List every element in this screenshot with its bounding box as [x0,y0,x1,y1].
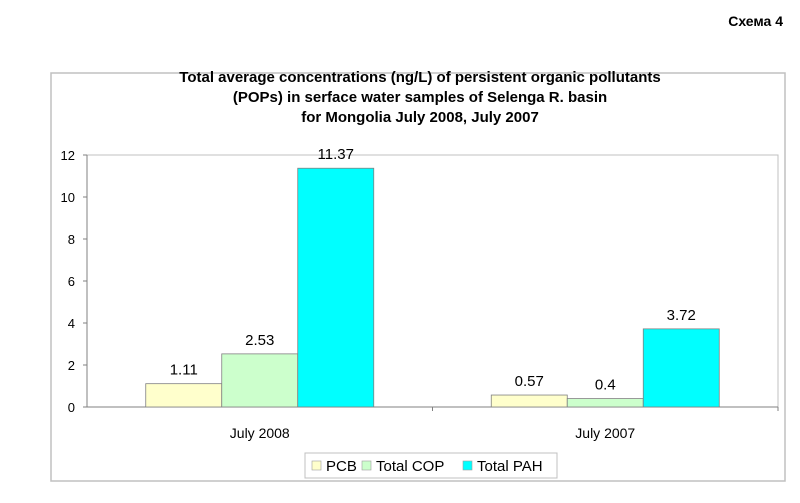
legend-swatch [311,460,322,471]
chart-title-line: (POPs) in serface water samples of Selen… [233,89,607,106]
legend-swatch [361,460,372,471]
y-tick-label: 2 [68,358,75,373]
data-label: 3.72 [667,307,696,324]
legend-label: Total PAH [477,458,543,475]
legend-label: PCB [326,458,357,475]
y-tick-label: 4 [68,316,75,331]
bar-total-cop [221,353,299,408]
data-label: 0.4 [595,377,616,394]
y-tick-label: 12 [61,148,75,163]
y-tick-label: 6 [68,274,75,289]
chart-title-line: for Mongolia July 2008, July 2007 [301,109,539,126]
y-tick-label: 8 [68,232,75,247]
legend-swatch [462,460,473,471]
x-tick-label: July 2007 [575,425,635,441]
x-tick-label: July 2008 [230,425,290,441]
y-tick-label: 10 [61,190,75,205]
data-label: 0.57 [515,373,544,390]
legend [304,452,558,479]
bar-total-cop [566,398,644,408]
data-label: 11.37 [318,146,354,163]
y-tick-label: 0 [68,400,75,415]
data-label: 1.11 [170,362,198,379]
bar-total-pah [297,167,375,408]
bar-total-pah [642,328,720,408]
data-label: 2.53 [245,332,274,349]
legend-label: Total COP [376,458,444,475]
bar-pcb [145,383,223,408]
page-label: Схема 4 [728,13,783,29]
bar-pcb [490,394,568,408]
chart-title-line: Total average concentrations (ng/L) of p… [179,69,660,86]
